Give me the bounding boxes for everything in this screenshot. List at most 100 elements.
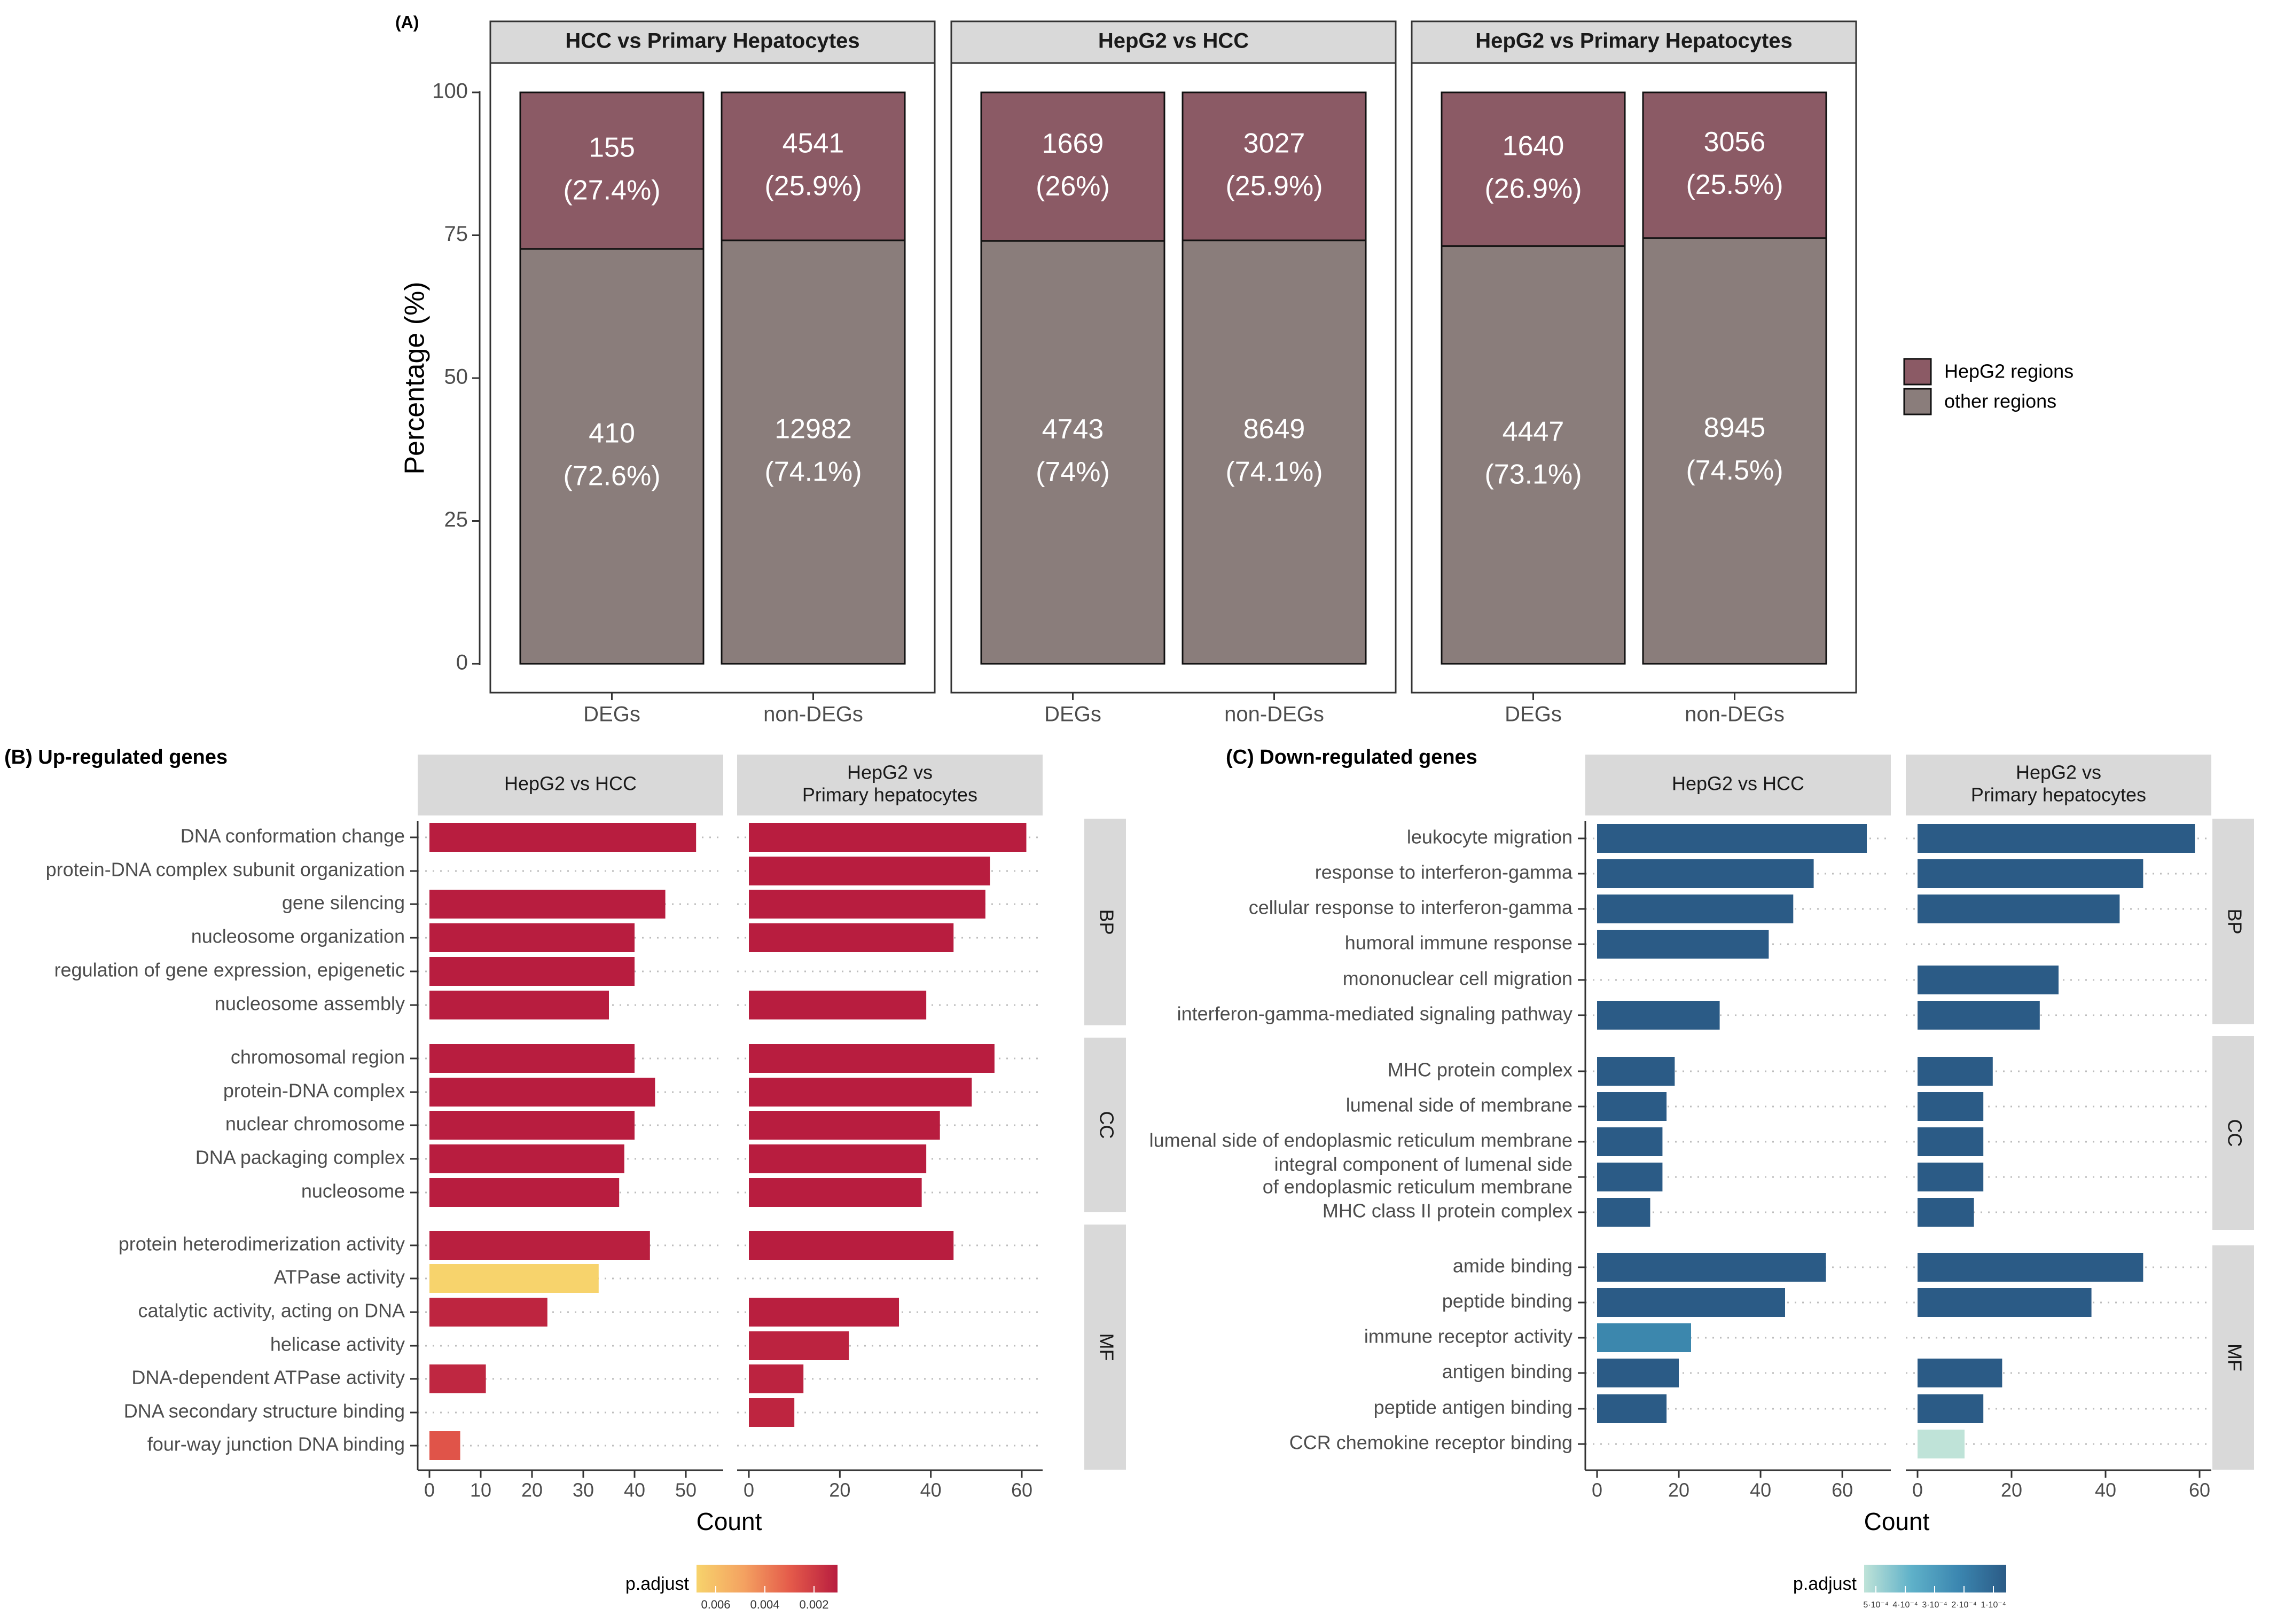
panel-c-term-label: mononuclear cell migration: [1343, 968, 1572, 990]
panel-b-term-label: protein-DNA complex subunit organization: [46, 859, 405, 881]
panel-b-x-tick-label: 10: [470, 1479, 491, 1501]
panel-b-bar: [749, 923, 954, 952]
other-regions-bar-segment: [1441, 245, 1626, 665]
panel-c-term-label: interferon-gamma-mediated signaling path…: [1177, 1003, 1572, 1025]
panel-a-x-tick-label: non-DEGs: [763, 703, 863, 726]
panel-b-x-tick-label: 0: [744, 1479, 754, 1501]
panel-b-term-label: helicase activity: [270, 1333, 405, 1355]
panel-c-term-label: antigen binding: [1442, 1361, 1572, 1383]
panel-b-bar: [429, 1298, 547, 1327]
panel-b-panel-label: (B) Up-regulated genes: [4, 746, 228, 768]
panel-c-term-label: leukocyte migration: [1407, 826, 1572, 848]
panel-b-term-label: nucleosome: [301, 1180, 405, 1202]
panel-c-bar: [1597, 1198, 1650, 1227]
panel-c-group-strip: [2212, 1245, 2254, 1470]
panel-c-x-tick-label: 40: [1750, 1479, 1771, 1501]
panel-a-x-tick-label: DEGs: [583, 703, 640, 726]
panel-c-x-tick-label: 40: [2095, 1479, 2116, 1501]
panel-c-term-label: amide binding: [1453, 1255, 1572, 1277]
panel-a-y-axis-title: Percentage (%): [400, 281, 431, 474]
panel-b-group-strip: [1084, 1225, 1126, 1470]
panel-b-term-label: DNA-dependent ATPase activity: [131, 1367, 405, 1388]
other-percent-label: (74.1%): [764, 456, 862, 487]
panel-b-x-tick-label: 20: [829, 1479, 850, 1501]
panel-c-bar: [1918, 1359, 2002, 1387]
panel-c-facet-title: HepG2 vs HCC: [1672, 773, 1804, 795]
panel-b-term-label: chromosomal region: [231, 1046, 405, 1068]
other-count-label: 8649: [1243, 413, 1305, 444]
panel-b-bar: [429, 1111, 635, 1140]
panel-c-bar: [1597, 1057, 1675, 1086]
panel-c-bar: [1597, 1127, 1663, 1156]
panel-a-legend-label: HepG2 regions: [1944, 360, 2074, 382]
panel-b-bar: [429, 1364, 486, 1393]
panel-c-x-tick-label: 60: [2189, 1479, 2210, 1501]
panel-c-group-strip: [2212, 819, 2254, 1024]
other-regions-bar-segment: [1182, 239, 1367, 665]
panel-b-x-tick-label: 0: [424, 1479, 435, 1501]
panel-c-x-tick-label: 0: [1912, 1479, 1923, 1501]
panel-b-x-tick-label: 30: [573, 1479, 594, 1501]
panel-a-x-tick-label: non-DEGs: [1224, 703, 1324, 726]
panel-c-term-label: CCR chemokine receptor binding: [1289, 1432, 1572, 1454]
hepg2-percent-label: (26%): [1036, 171, 1110, 202]
panel-b-group-strip: [1084, 819, 1126, 1025]
panel-b-legend-colorbar: [697, 1565, 838, 1592]
panel-b-bar: [749, 823, 1027, 852]
panel-c-x-tick-label: 60: [1832, 1479, 1853, 1501]
panel-a-facet-title: HepG2 vs HCC: [1098, 29, 1249, 53]
panel-a-y-tick-label: 100: [432, 80, 468, 103]
panel-b-bar: [429, 823, 697, 852]
panel-c-term-label: peptide antigen binding: [1374, 1397, 1572, 1418]
other-percent-label: (74.1%): [1225, 456, 1323, 487]
panel-b-bar: [429, 1264, 599, 1293]
hepg2-regions-bar-segment: [1642, 91, 1827, 239]
panel-b-bar: [749, 1044, 995, 1073]
other-regions-bar-segment: [1642, 237, 1827, 665]
panel-c-bar: [1597, 859, 1814, 888]
panel-b-term-label: ATPase activity: [274, 1266, 405, 1288]
panel-b-bar: [749, 1178, 922, 1207]
panel-c-legend-title: p.adjust: [1793, 1574, 1857, 1594]
panel-c-bar: [1918, 1057, 1993, 1086]
panel-c-group-label: CC: [2224, 1119, 2245, 1147]
panel-c-bar: [1597, 895, 1794, 923]
hepg2-percent-label: (25.5%): [1686, 169, 1783, 200]
panel-b-bar: [429, 923, 635, 952]
hepg2-regions-bar-segment: [519, 91, 705, 250]
panel-b-bar: [749, 1364, 804, 1393]
hepg2-regions-bar-segment: [980, 91, 1165, 242]
panel-c-legend-tick-label: 3·10⁻⁴: [1922, 1601, 1947, 1610]
other-percent-label: (72.6%): [563, 460, 660, 491]
hepg2-count-label: 4541: [783, 128, 844, 159]
panel-c-term-label: MHC class II protein complex: [1323, 1200, 1572, 1222]
panel-a-legend-swatch: [1903, 358, 1932, 386]
panel-c-bar: [1918, 1127, 1984, 1156]
other-percent-label: (74.5%): [1686, 455, 1783, 486]
panel-c-bar: [1597, 1092, 1667, 1121]
panel-b-term-label: nucleosome organization: [191, 925, 405, 947]
other-count-label: 12982: [774, 413, 852, 444]
panel-b-term-label: gene silencing: [282, 892, 405, 914]
panel-b-term-label: DNA packaging complex: [195, 1147, 405, 1168]
hepg2-count-label: 3027: [1243, 128, 1305, 159]
panel-c-x-tick-label: 20: [1668, 1479, 1689, 1501]
panel-b-facet-title: HepG2 vs HCC: [504, 773, 637, 795]
panel-a-y-tick-label: 50: [444, 365, 468, 389]
hepg2-regions-bar-segment: [1182, 91, 1367, 241]
panel-b-bar: [429, 1178, 620, 1207]
hepg2-percent-label: (25.9%): [1225, 170, 1323, 201]
panel-b-bar: [429, 1044, 635, 1073]
panel-b-bar: [429, 991, 609, 1019]
panel-b-facet-strip: [418, 755, 723, 815]
panel-c-bar: [1597, 1359, 1679, 1387]
panel-c-x-axis-title: Count: [1864, 1508, 1930, 1535]
panel-b-facet-strip: [737, 755, 1043, 815]
panel-b-term-label: regulation of gene expression, epigeneti…: [54, 959, 405, 981]
panel-b-bar: [749, 890, 985, 919]
panel-c-term-label: MHC protein complex: [1388, 1059, 1572, 1081]
panel-b-x-tick-label: 20: [521, 1479, 543, 1501]
panel-c-bar: [1597, 1001, 1720, 1030]
hepg2-count-label: 1640: [1503, 131, 1564, 162]
panel-c-bar: [1597, 930, 1769, 959]
